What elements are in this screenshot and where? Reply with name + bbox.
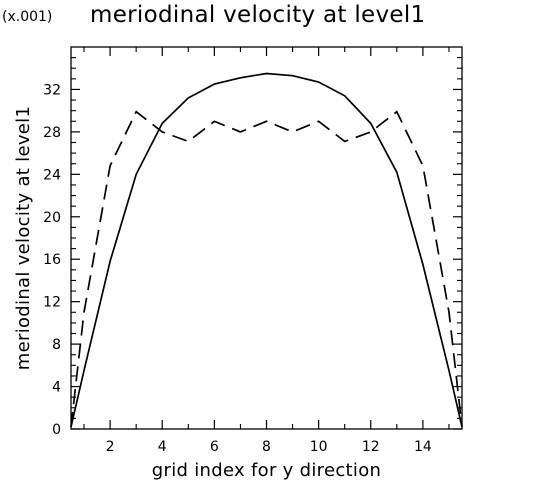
y-tick-label: 28 xyxy=(43,125,61,141)
x-tick-label: 8 xyxy=(262,439,271,455)
x-tick-label: 2 xyxy=(106,439,115,455)
y-tick-label: 32 xyxy=(43,82,61,98)
x-tick-label: 14 xyxy=(414,439,432,455)
plot-area xyxy=(70,72,463,428)
x-axis-label: grid index for y direction xyxy=(152,460,381,481)
y-tick-label: 4 xyxy=(52,380,61,396)
x-axis-ticks: 2 4 6 8 10 12 14 xyxy=(83,47,450,455)
series-line-2-dashed xyxy=(70,110,463,427)
series-line-1-solid xyxy=(70,72,463,428)
x-tick-label: 10 xyxy=(310,439,328,455)
y-tick-label: 0 xyxy=(52,422,61,438)
y-tick-label: 8 xyxy=(52,337,61,353)
y-tick-label: 16 xyxy=(43,252,61,268)
chart-title: meriodinal velocity at level1 xyxy=(90,2,425,28)
y-tick-label: 12 xyxy=(43,295,61,311)
x-tick-label: 4 xyxy=(158,439,167,455)
x-tick-label: 12 xyxy=(362,439,380,455)
y-tick-label: 24 xyxy=(43,167,61,183)
y-axis-ticks: 0 4 8 12 16 20 24 28 32 xyxy=(43,57,462,438)
y-tick-label: 20 xyxy=(43,210,61,226)
scale-note: (x.001) xyxy=(2,9,52,25)
plot-frame xyxy=(70,46,463,430)
y-axis-label: meriodinal velocity at level1 xyxy=(13,106,34,370)
x-tick-label: 6 xyxy=(210,439,219,455)
